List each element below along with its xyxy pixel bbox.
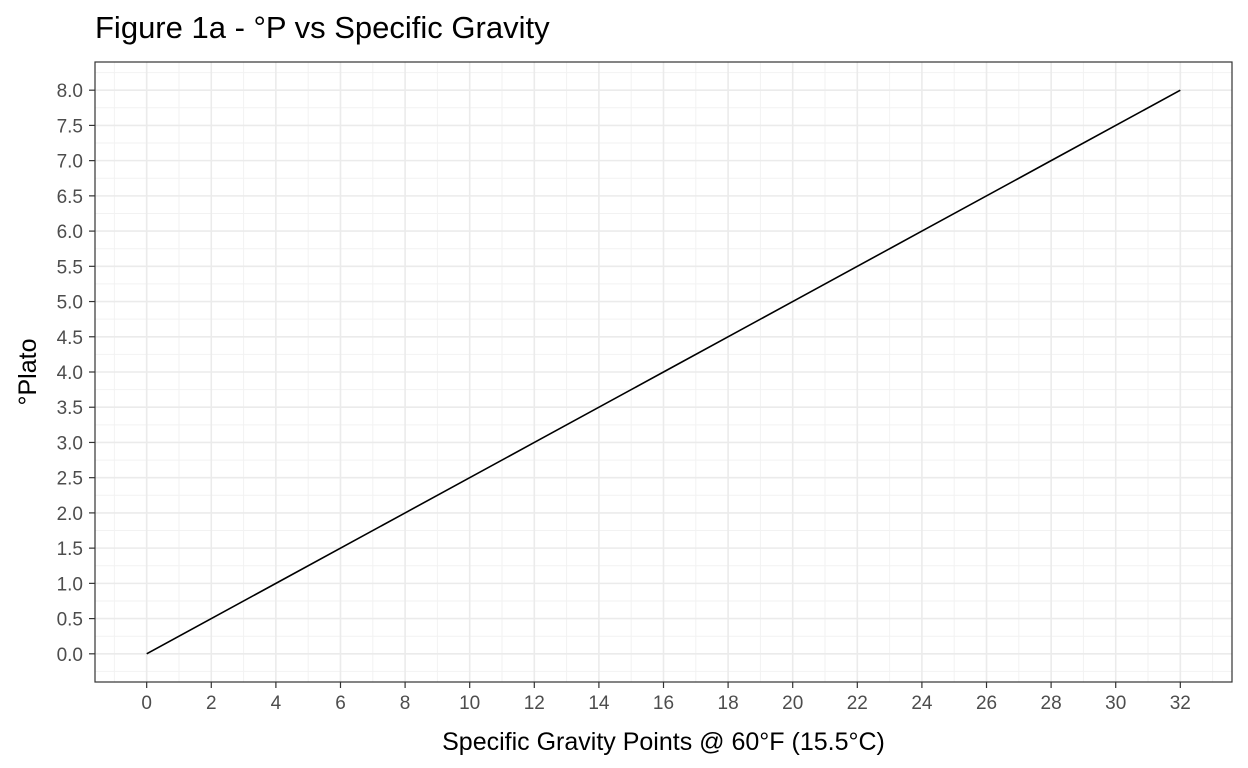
x-tick-label: 28 xyxy=(1041,693,1062,714)
y-tick-label: 8.0 xyxy=(57,81,83,102)
x-tick-label: 8 xyxy=(400,693,411,714)
y-axis-title: °Plato xyxy=(14,339,42,406)
x-tick-label: 12 xyxy=(524,693,545,714)
y-tick-label: 4.0 xyxy=(57,363,83,384)
x-tick-label: 30 xyxy=(1105,693,1126,714)
x-tick-label: 14 xyxy=(588,693,610,714)
y-tick-label: 0.0 xyxy=(57,645,83,666)
x-tick-label: 32 xyxy=(1170,693,1191,714)
x-tick-label: 16 xyxy=(653,693,674,714)
x-tick-label: 18 xyxy=(718,693,739,714)
y-tick-label: 5.0 xyxy=(57,293,83,314)
y-tick-label: 3.0 xyxy=(57,433,83,454)
y-tick-label: 2.5 xyxy=(57,469,83,490)
x-tick-label: 20 xyxy=(782,693,803,714)
y-tick-label: 0.5 xyxy=(57,610,83,631)
y-tick-label: 1.0 xyxy=(57,574,83,595)
y-tick-label: 6.5 xyxy=(57,187,83,208)
x-tick-label: 6 xyxy=(335,693,346,714)
ticks-layer: 0 2 4 6 8 10 12 14 16 18 20 22 24 26 28 30 320.00.51.01.… xyxy=(57,81,1191,714)
y-tick-label: 1.5 xyxy=(57,539,83,560)
y-tick-label: 7.5 xyxy=(57,116,83,137)
x-tick-label: 4 xyxy=(271,693,282,714)
chart-title: Figure 1a - °P vs Specific Gravity xyxy=(95,10,550,45)
series-layer xyxy=(146,89,1181,655)
x-tick-label: 0 xyxy=(141,693,152,714)
y-tick-label: 7.0 xyxy=(57,152,83,173)
y-tick-label: 3.5 xyxy=(57,398,83,419)
x-tick-label: 2 xyxy=(206,693,217,714)
grid-layer xyxy=(95,62,1232,682)
x-tick-label: 26 xyxy=(976,693,997,714)
y-tick-label: 2.0 xyxy=(57,504,83,525)
x-tick-label: 22 xyxy=(847,693,868,714)
y-tick-label: 5.5 xyxy=(57,257,83,278)
x-tick-label: 10 xyxy=(459,693,480,714)
y-tick-label: 4.5 xyxy=(57,328,83,349)
x-tick-label: 24 xyxy=(911,693,933,714)
y-tick-label: 6.0 xyxy=(57,222,83,243)
series-line xyxy=(146,89,1181,655)
x-axis-title: Specific Gravity Points @ 60°F (15.5°C) xyxy=(442,728,885,756)
